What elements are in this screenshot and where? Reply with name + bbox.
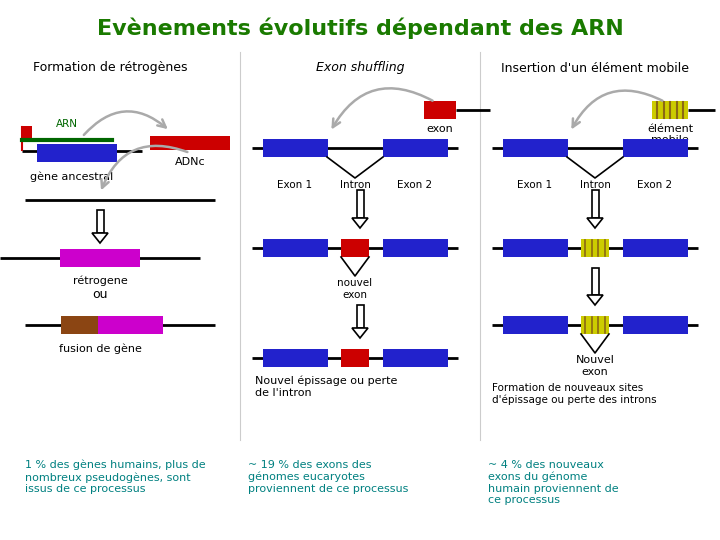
Bar bbox=[150, 136, 230, 150]
Bar bbox=[263, 349, 328, 367]
Text: 1 % des gènes humains, plus de
nombreux pseudogènes, sont
issus de ce processus: 1 % des gènes humains, plus de nombreux … bbox=[25, 460, 206, 494]
Bar bbox=[60, 316, 106, 334]
Bar bbox=[341, 349, 369, 367]
Text: gène ancestral: gène ancestral bbox=[30, 171, 114, 181]
Text: Insertion d'un élément mobile: Insertion d'un élément mobile bbox=[501, 62, 689, 75]
Text: rétrogene: rétrogene bbox=[73, 276, 127, 287]
Text: Exon 2: Exon 2 bbox=[637, 180, 672, 190]
Text: Evènements évolutifs dépendant des ARN: Evènements évolutifs dépendant des ARN bbox=[96, 17, 624, 39]
Bar bbox=[356, 190, 364, 218]
Bar bbox=[503, 139, 567, 157]
Text: Formation de nouveaux sites
d'épissage ou perte des introns: Formation de nouveaux sites d'épissage o… bbox=[492, 383, 657, 405]
Bar bbox=[97, 316, 163, 334]
Bar bbox=[60, 249, 140, 267]
Bar bbox=[623, 239, 688, 257]
Text: nouvel
exon: nouvel exon bbox=[338, 278, 372, 300]
Text: Intron: Intron bbox=[580, 180, 611, 190]
Bar bbox=[382, 349, 448, 367]
Bar bbox=[503, 316, 567, 334]
Text: ~ 4 % des nouveaux
exons du génome
humain proviennent de
ce processus: ~ 4 % des nouveaux exons du génome humai… bbox=[488, 460, 618, 505]
Bar bbox=[382, 139, 448, 157]
Bar bbox=[592, 268, 598, 295]
Text: Exon 2: Exon 2 bbox=[397, 180, 433, 190]
Text: fusion de gène: fusion de gène bbox=[58, 343, 141, 354]
Text: ou: ou bbox=[92, 288, 108, 301]
Bar bbox=[37, 144, 117, 162]
Polygon shape bbox=[587, 295, 603, 305]
Bar bbox=[581, 239, 609, 257]
Bar bbox=[356, 305, 364, 328]
Text: élément: élément bbox=[647, 124, 693, 134]
Bar bbox=[592, 190, 598, 218]
Bar bbox=[96, 210, 104, 233]
Polygon shape bbox=[92, 233, 108, 243]
Bar bbox=[503, 239, 567, 257]
Text: Formation de rétrogènes: Formation de rétrogènes bbox=[32, 62, 187, 75]
Text: ADNc: ADNc bbox=[175, 157, 205, 167]
Bar bbox=[341, 239, 369, 257]
Polygon shape bbox=[352, 328, 368, 338]
Bar bbox=[581, 316, 609, 334]
Bar bbox=[424, 101, 456, 119]
Bar bbox=[263, 139, 328, 157]
Polygon shape bbox=[352, 218, 368, 228]
Text: Exon 1: Exon 1 bbox=[277, 180, 312, 190]
Text: mobile: mobile bbox=[651, 135, 689, 145]
Bar bbox=[382, 239, 448, 257]
Bar bbox=[623, 139, 688, 157]
Text: exon: exon bbox=[427, 124, 454, 134]
Bar bbox=[652, 101, 688, 119]
Text: Intron: Intron bbox=[340, 180, 370, 190]
Text: Exon 1: Exon 1 bbox=[518, 180, 552, 190]
Polygon shape bbox=[587, 218, 603, 228]
Bar bbox=[623, 316, 688, 334]
Text: Exon shuffling: Exon shuffling bbox=[316, 62, 404, 75]
Text: Nouvel
exon: Nouvel exon bbox=[575, 355, 614, 376]
Bar bbox=[263, 239, 328, 257]
Text: ~ 19 % des exons des
génomes eucaryotes
proviennent de ce processus: ~ 19 % des exons des génomes eucaryotes … bbox=[248, 460, 408, 494]
Text: Nouvel épissage ou perte
de l'intron: Nouvel épissage ou perte de l'intron bbox=[255, 376, 397, 398]
Text: ARN: ARN bbox=[56, 119, 78, 129]
Bar bbox=[22, 126, 32, 140]
